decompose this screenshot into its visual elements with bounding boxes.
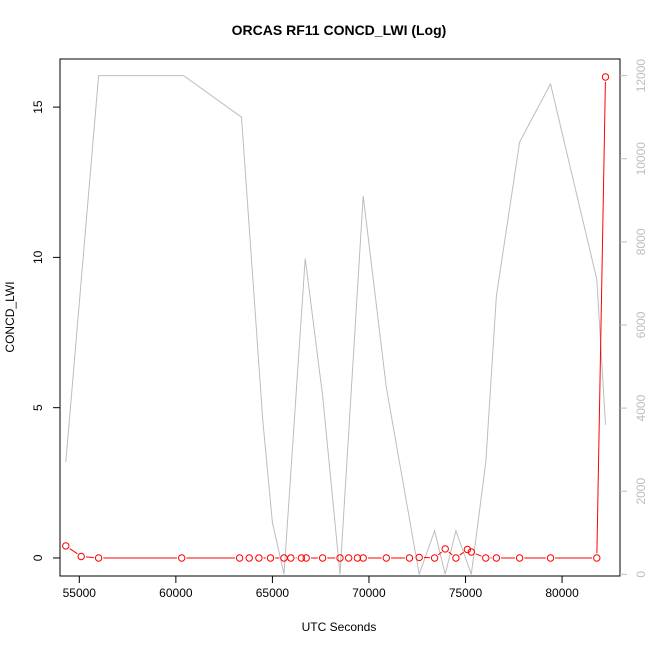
series-red-point <box>353 554 362 562</box>
series-red-point <box>415 553 423 562</box>
series-red-point <box>266 554 275 562</box>
series-red-point <box>297 554 306 562</box>
series-red-point <box>482 554 490 562</box>
x-tick-label: 80000 <box>545 586 579 600</box>
series-red-point <box>178 554 186 562</box>
series-red-point <box>546 554 555 562</box>
series-red-point <box>359 554 367 562</box>
x-tick-label: 65000 <box>256 586 290 600</box>
y2-tick-label: 2000 <box>634 478 648 505</box>
y2-tick-label: 10000 <box>634 142 648 176</box>
y-tick-label: 10 <box>31 250 45 264</box>
y-tick-label: 15 <box>31 100 45 114</box>
x-axis: 55000 60000 65000 70000 75000 80000 <box>63 576 579 600</box>
x-tick-label: 75000 <box>449 586 483 600</box>
series-gray-line <box>65 75 606 577</box>
y2-tick-label: 12000 <box>634 59 648 93</box>
series-red-point <box>430 554 439 562</box>
series-red-point <box>245 554 253 562</box>
series-red-point <box>94 554 103 562</box>
series-red-point <box>280 554 288 562</box>
x-tick-label: 60000 <box>159 586 193 600</box>
series-red-point <box>601 73 610 81</box>
series-gray <box>65 75 606 577</box>
series-red-point <box>255 554 263 562</box>
y2-tick-label: 0 <box>634 571 648 578</box>
series-red-point <box>405 554 414 562</box>
series-red-segment <box>85 556 94 559</box>
y2-tick-label: 8000 <box>634 228 648 255</box>
chart-title: ORCAS RF11 CONCD_LWI (Log) <box>232 22 447 38</box>
series-red-point <box>77 552 85 561</box>
y-tick-label: 5 <box>31 404 45 411</box>
x-axis-label: UTC Seconds <box>302 620 377 634</box>
series-red-segment <box>596 81 606 554</box>
y-axis-left: 0 5 10 15 <box>31 100 60 561</box>
x-tick-label: 55000 <box>63 586 97 600</box>
series-red-point <box>463 545 472 554</box>
series-red-point <box>492 554 501 562</box>
y-tick-label: 0 <box>31 554 45 561</box>
series-red-point <box>62 542 70 550</box>
series-red <box>62 73 610 562</box>
series-red-point <box>302 554 310 562</box>
series-red-segment <box>69 548 78 555</box>
series-red-point <box>336 554 344 562</box>
plot-frame <box>59 58 621 577</box>
series-red-segment <box>448 551 453 556</box>
series-red-segment <box>437 551 443 556</box>
y2-tick-label: 6000 <box>634 311 648 338</box>
series-red-point <box>467 548 475 556</box>
series-red-point <box>318 554 327 562</box>
series-red-segment <box>459 551 464 556</box>
y-axis-right: 0 2000 4000 6000 8000 10000 12000 <box>620 59 648 578</box>
series-red-point <box>593 554 601 562</box>
x-tick-label: 70000 <box>352 586 386 600</box>
y-axis-label: CONCD_LWI <box>3 281 17 352</box>
series-red-point <box>235 554 244 562</box>
series-red-point <box>452 554 460 562</box>
series-red-point <box>382 554 390 562</box>
series-red-point <box>287 554 295 562</box>
series-red-point <box>515 554 524 562</box>
series-red-point <box>345 554 353 562</box>
series-red-segment <box>475 553 482 557</box>
series-red-point <box>441 545 449 553</box>
y2-tick-label: 4000 <box>634 394 648 421</box>
